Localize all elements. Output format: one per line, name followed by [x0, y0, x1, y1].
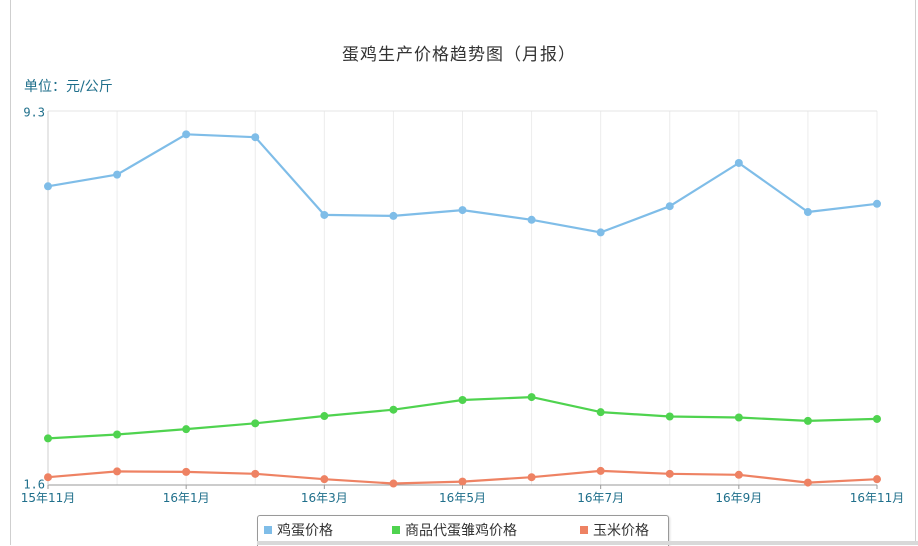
legend-swatch-corn: [580, 526, 588, 534]
data-point-0-6: [458, 206, 467, 215]
chart-frame: [10, 0, 916, 545]
y-tick-min: 1.6: [23, 478, 45, 492]
data-point-1-2: [182, 425, 191, 434]
y-tick-labels: 9.3 1.6: [23, 106, 45, 492]
data-point-2-11: [803, 478, 812, 487]
x-tick-label: 16年3月: [301, 491, 348, 505]
legend-swatch-egg: [264, 526, 272, 534]
data-point-0-7: [527, 215, 536, 224]
data-point-1-1: [113, 430, 122, 439]
legend-label-chick: 商品代蛋雏鸡价格: [405, 523, 517, 539]
series-points: [44, 130, 881, 488]
legend-item-egg[interactable]: 鸡蛋价格: [264, 520, 333, 540]
line-chart: 9.3 1.6 15年11月 16年1月 16年3月 16年5月 16年7月 16年9月 16…: [21, 106, 905, 506]
data-point-2-6: [458, 477, 467, 486]
data-point-1-4: [320, 412, 329, 421]
data-point-0-10: [734, 158, 743, 167]
data-point-2-2: [182, 467, 191, 476]
scrollbar[interactable]: [257, 541, 918, 545]
legend: 鸡蛋价格 商品代蛋雏鸡价格 玉米价格: [257, 515, 669, 546]
data-point-2-9: [665, 469, 674, 478]
x-tick-label: 16年7月: [577, 491, 624, 505]
legend-item-chick[interactable]: 商品代蛋雏鸡价格: [392, 520, 517, 540]
data-point-1-3: [251, 419, 260, 428]
x-tick-label: 16年5月: [439, 491, 486, 505]
data-point-0-4: [320, 210, 329, 219]
legend-swatch-chick: [392, 526, 400, 534]
data-point-2-10: [734, 470, 743, 479]
data-point-2-4: [320, 475, 329, 484]
data-point-0-12: [873, 199, 881, 208]
x-tick-label: 16年9月: [715, 491, 762, 505]
data-point-1-6: [458, 396, 467, 404]
data-point-1-5: [389, 405, 398, 414]
data-point-1-12: [873, 414, 881, 423]
data-point-0-5: [389, 211, 398, 220]
data-point-0-2: [182, 130, 191, 139]
data-point-0-0: [44, 182, 52, 191]
data-point-0-8: [596, 228, 605, 237]
data-point-1-9: [665, 412, 674, 421]
data-point-0-11: [803, 208, 812, 217]
legend-label-egg: 鸡蛋价格: [277, 523, 333, 539]
x-tick-label: 16年11月: [850, 491, 905, 505]
x-tick-labels: 15年11月 16年1月 16年3月 16年5月 16年7月 16年9月 16年11月: [21, 485, 905, 505]
data-point-2-3: [251, 469, 260, 478]
data-point-1-11: [803, 416, 812, 425]
grid-lines: [47, 110, 878, 485]
data-point-2-7: [527, 473, 536, 482]
data-point-1-7: [527, 393, 536, 402]
data-point-0-9: [665, 202, 674, 211]
legend-item-corn[interactable]: 玉米价格: [580, 520, 649, 540]
data-point-2-5: [389, 479, 398, 488]
x-tick-label: 16年1月: [163, 491, 210, 505]
data-point-2-8: [596, 466, 605, 475]
data-point-1-10: [734, 413, 743, 422]
legend-label-corn: 玉米价格: [593, 523, 649, 539]
data-point-2-12: [873, 475, 881, 484]
data-point-2-0: [44, 473, 52, 482]
data-point-2-1: [113, 467, 122, 476]
data-point-1-0: [44, 434, 52, 443]
chart-title: 蛋鸡生产价格趋势图（月报）: [342, 45, 576, 65]
y-tick-max: 9.3: [23, 106, 45, 120]
data-point-1-8: [596, 408, 605, 417]
data-point-0-1: [113, 170, 122, 179]
unit-label: 单位：元/公斤: [24, 79, 113, 95]
data-point-0-3: [251, 133, 260, 142]
x-tick-label: 15年11月: [21, 491, 76, 505]
